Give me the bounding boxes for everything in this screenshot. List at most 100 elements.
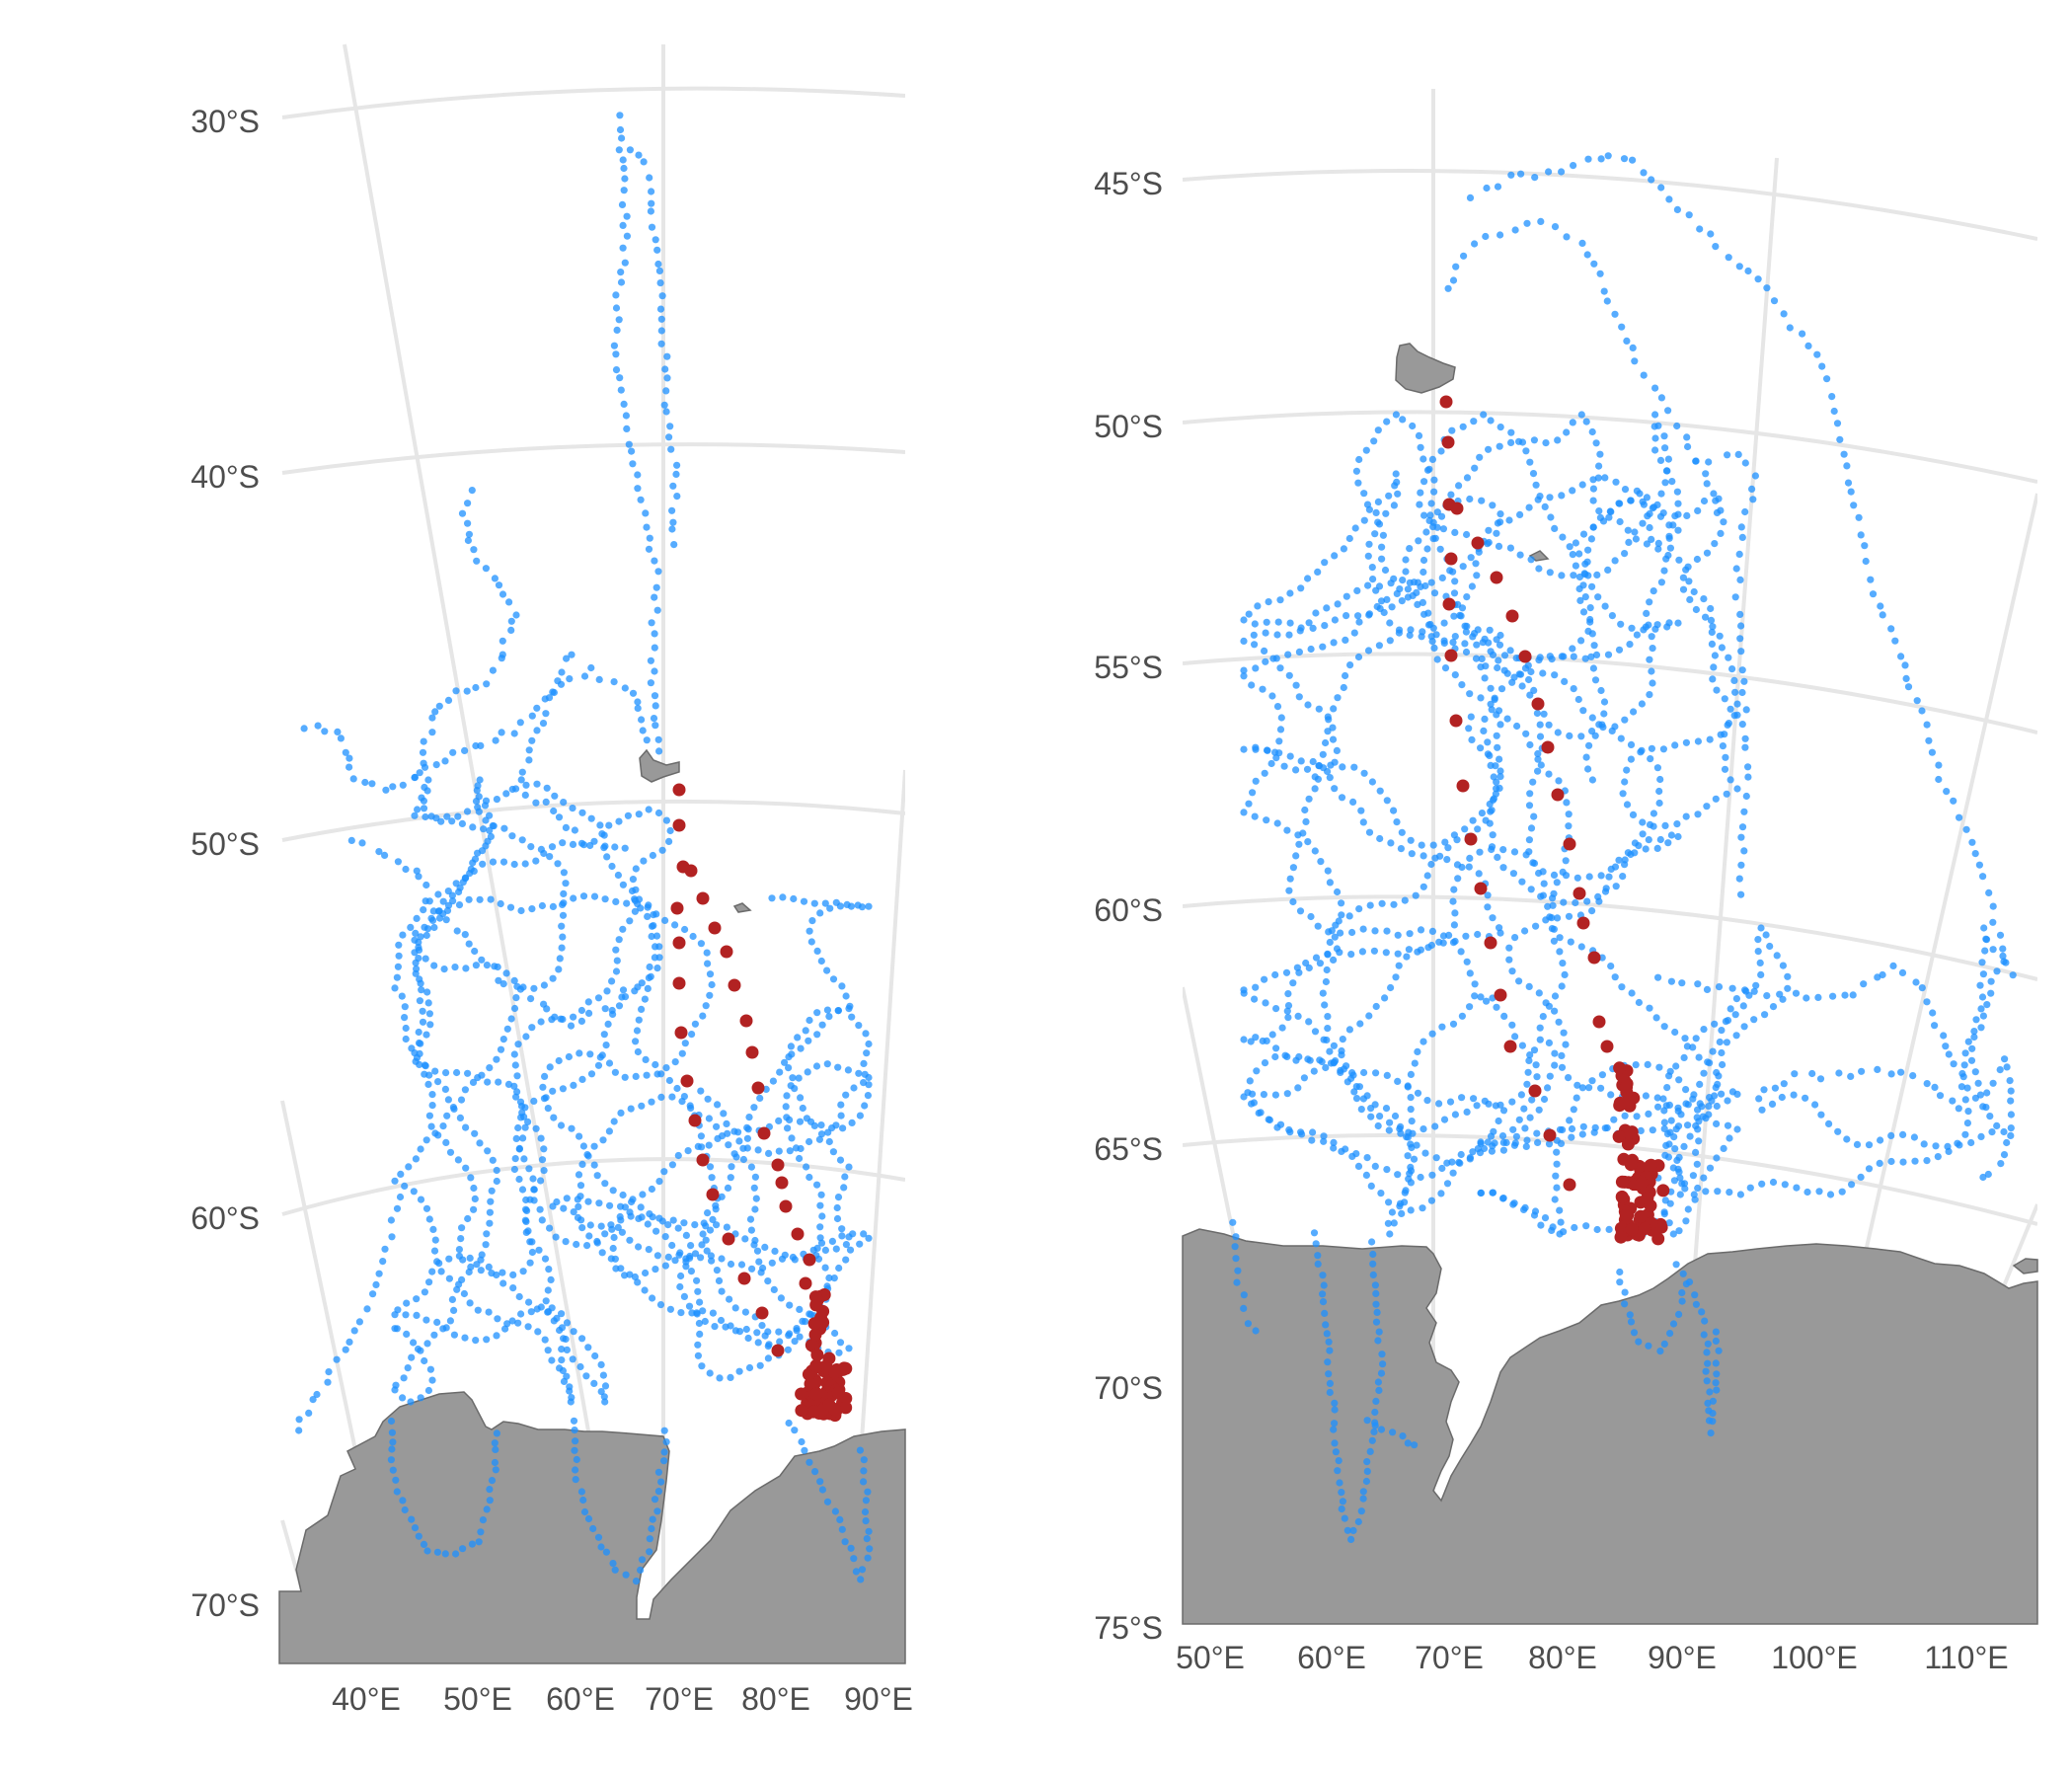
- track-point: [1391, 1112, 1400, 1120]
- track-point: [420, 906, 427, 914]
- track-point: [1496, 424, 1504, 431]
- track-point: [465, 940, 473, 948]
- track-point: [826, 904, 834, 912]
- right-kerguelen-island: [1395, 343, 1456, 394]
- track-point: [1496, 767, 1504, 775]
- track-point: [1740, 847, 1748, 855]
- track-point: [569, 805, 576, 812]
- track-point: [635, 811, 643, 818]
- track-point: [648, 1098, 655, 1106]
- track-point: [497, 899, 504, 908]
- track-point: [665, 433, 673, 441]
- track-point: [423, 988, 431, 996]
- track-point: [1272, 1005, 1280, 1013]
- track-point: [845, 1163, 853, 1171]
- track-point: [472, 1337, 480, 1345]
- track-point: [462, 1164, 470, 1172]
- track-point: [1571, 1223, 1578, 1232]
- track-point: [1840, 450, 1848, 458]
- track-point: [1631, 357, 1639, 365]
- track-point: [838, 1525, 846, 1533]
- right-lat-label-75: 75°S: [1094, 1610, 1163, 1646]
- track-point: [1553, 1148, 1561, 1156]
- track-point: [1648, 744, 1655, 752]
- track-point: [1486, 800, 1494, 809]
- track-point: [465, 895, 473, 903]
- track-point: [1339, 1036, 1346, 1043]
- track-point: [1583, 558, 1591, 566]
- track-point: [1284, 651, 1292, 658]
- track-point: [640, 158, 648, 166]
- track-point: [617, 386, 625, 394]
- highlight-point: [802, 1367, 815, 1381]
- track-point: [1352, 467, 1360, 475]
- track-point: [823, 1498, 832, 1506]
- track-point: [1417, 582, 1424, 591]
- track-point: [796, 1154, 804, 1163]
- track-point: [584, 998, 592, 1006]
- track-point: [1451, 937, 1459, 946]
- track-point: [1409, 422, 1417, 430]
- track-point: [1718, 1090, 1726, 1098]
- track-point: [1944, 1142, 1952, 1150]
- track-point: [1488, 706, 1496, 714]
- track-point: [1732, 995, 1740, 1003]
- track-point: [1709, 675, 1717, 683]
- track-point: [1561, 677, 1569, 686]
- track-point: [1555, 1018, 1563, 1026]
- track-point: [421, 1356, 428, 1365]
- track-point: [486, 1219, 494, 1227]
- track-point: [1735, 550, 1743, 559]
- track-point: [408, 1353, 416, 1361]
- track-point: [431, 1236, 439, 1244]
- track-point: [1725, 654, 1732, 661]
- track-point: [1768, 1100, 1777, 1108]
- track-point: [1793, 1184, 1801, 1192]
- track-point: [1417, 946, 1424, 954]
- track-point: [782, 1103, 790, 1111]
- track-point: [579, 1496, 587, 1505]
- track-point: [435, 914, 444, 922]
- track-point: [1714, 1188, 1722, 1196]
- track-point: [614, 871, 623, 880]
- track-point: [1472, 560, 1480, 568]
- highlight-point: [775, 1176, 789, 1190]
- track-point: [491, 1458, 499, 1467]
- track-point: [1977, 1024, 1985, 1032]
- track-point: [1525, 503, 1533, 511]
- track-point: [1500, 652, 1509, 659]
- highlight-point: [809, 1298, 823, 1312]
- track-point: [704, 1095, 712, 1103]
- track-point: [1541, 1214, 1550, 1222]
- track-point: [1578, 481, 1586, 489]
- track-point: [1573, 1094, 1580, 1102]
- track-point: [637, 496, 645, 503]
- track-point: [816, 1201, 824, 1209]
- track-point: [802, 1318, 809, 1326]
- track-point: [1264, 746, 1271, 754]
- track-point: [1589, 664, 1597, 672]
- track-point: [1735, 263, 1743, 270]
- track-point: [1283, 1090, 1291, 1098]
- track-point: [1404, 585, 1412, 593]
- track-point: [463, 687, 471, 695]
- track-point: [829, 1148, 838, 1156]
- highlight-point: [1615, 1190, 1629, 1203]
- track-point: [1354, 653, 1363, 661]
- track-point: [1712, 795, 1720, 803]
- track-point: [1823, 375, 1831, 383]
- track-point: [510, 860, 518, 869]
- track-point: [1709, 623, 1717, 631]
- track-point: [1269, 655, 1277, 662]
- track-point: [1382, 949, 1390, 957]
- track-point: [1887, 1157, 1895, 1166]
- track-point: [1700, 595, 1708, 603]
- track-point: [1950, 1060, 1957, 1068]
- track-point: [1407, 1140, 1415, 1148]
- right-graticule-lat-60: [1183, 894, 2037, 981]
- track-point: [1838, 1188, 1846, 1196]
- track-point: [1430, 476, 1438, 484]
- track-point: [1354, 1517, 1362, 1526]
- track-point: [1309, 757, 1317, 766]
- track-point: [1631, 528, 1639, 536]
